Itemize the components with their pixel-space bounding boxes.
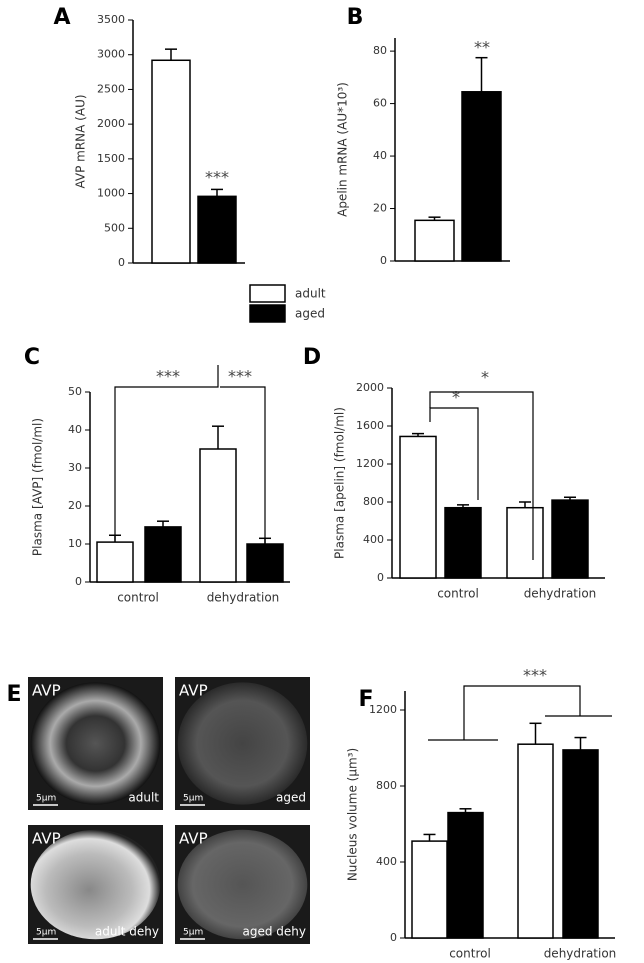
significance: **: [474, 38, 490, 57]
bar: [461, 91, 502, 262]
bar: [151, 59, 191, 264]
y-tick-label: 60: [373, 97, 387, 110]
bar: [517, 743, 554, 939]
panel-letter: B: [347, 5, 364, 30]
legend-swatch: [249, 304, 286, 323]
x-tick-label: control: [437, 587, 479, 601]
y-tick-label: 2000: [356, 381, 384, 394]
stain-label: AVP: [179, 682, 208, 700]
scale-label: 5µm: [36, 928, 56, 938]
stain-label: AVP: [179, 830, 208, 848]
y-tick-label: 800: [376, 779, 397, 792]
x-tick-label: dehydration: [544, 947, 617, 961]
micrograph-cell: [30, 829, 161, 940]
bar: [144, 526, 182, 583]
y-tick-label: 3500: [97, 13, 125, 26]
y-tick-label: 1000: [97, 187, 125, 200]
bar: [199, 448, 237, 583]
y-tick-label: 1600: [356, 419, 384, 432]
scale-label: 5µm: [183, 928, 203, 938]
legend-label: aged: [295, 307, 325, 321]
y-tick-label: 0: [75, 575, 82, 588]
bar: [399, 435, 437, 579]
y-tick-label: 0: [380, 254, 387, 267]
x-tick-label: dehydration: [524, 587, 597, 601]
image-label: aged dehy: [243, 925, 307, 939]
bar: [414, 219, 455, 262]
micrograph-cell: [177, 682, 308, 805]
x-tick-label: dehydration: [207, 591, 280, 605]
panel-letter: E: [6, 682, 21, 707]
y-axis-label: Apelin mRNA (AU*10³): [336, 82, 350, 217]
y-tick-label: 2000: [97, 117, 125, 130]
image-label: aged: [276, 791, 306, 805]
y-tick-label: 400: [363, 533, 384, 546]
stain-label: AVP: [32, 830, 61, 848]
stain-label: AVP: [32, 682, 61, 700]
y-tick-label: 400: [376, 855, 397, 868]
significance: ***: [205, 168, 229, 187]
y-tick-label: 1200: [369, 703, 397, 716]
panel-letter: D: [303, 345, 321, 370]
y-tick-label: 20: [373, 202, 387, 215]
y-tick-label: 0: [390, 931, 397, 944]
y-tick-label: 30: [68, 461, 82, 474]
bar: [444, 506, 482, 579]
y-axis-label: AVP mRNA (AU): [74, 94, 88, 188]
y-tick-label: 40: [373, 149, 387, 162]
significance: ***: [228, 367, 252, 386]
y-tick-label: 3000: [97, 48, 125, 61]
y-tick-label: 800: [363, 495, 384, 508]
micrograph-cell: [30, 682, 161, 805]
y-tick-label: 40: [68, 423, 82, 436]
bracket: [429, 407, 479, 500]
y-axis-label: Plasma [AVP] (fmol/ml): [31, 418, 45, 556]
y-tick-label: 20: [68, 499, 82, 512]
bracket: [220, 386, 266, 565]
significance: *: [452, 388, 460, 407]
bar: [447, 811, 484, 939]
x-tick-label: control: [449, 947, 491, 961]
bar: [96, 541, 134, 583]
y-axis-label: Plasma [apelin] (fmol/ml): [333, 407, 347, 559]
y-tick-label: 50: [68, 385, 82, 398]
significance: *: [481, 368, 489, 387]
panel-letter: F: [358, 687, 373, 712]
panel-letter: A: [53, 5, 70, 30]
y-tick-label: 1200: [356, 457, 384, 470]
y-tick-label: 0: [377, 571, 384, 584]
scale-label: 5µm: [183, 794, 203, 804]
image-label: adult: [128, 791, 159, 805]
legend-swatch: [249, 284, 286, 303]
significance: ***: [523, 666, 547, 685]
y-tick-label: 0: [118, 256, 125, 269]
bar: [411, 840, 448, 939]
significance: ***: [156, 367, 180, 386]
panel-letter: C: [24, 345, 40, 370]
bar: [562, 749, 599, 939]
bracket: [429, 391, 534, 560]
y-tick-label: 2500: [97, 82, 125, 95]
y-tick-label: 80: [373, 44, 387, 57]
y-axis-label: Nucleus volume (µm³): [346, 748, 360, 881]
y-tick-label: 500: [104, 221, 125, 234]
legend-label: adult: [295, 287, 326, 301]
bar: [551, 499, 589, 579]
bracket: [463, 685, 581, 740]
x-tick-label: control: [117, 591, 159, 605]
y-tick-label: 10: [68, 537, 82, 550]
image-label: adult dehy: [95, 925, 159, 939]
bar: [506, 506, 544, 579]
bar: [197, 195, 237, 264]
bracket: [114, 365, 219, 540]
micrograph-cell: [177, 829, 308, 940]
y-tick-label: 1500: [97, 152, 125, 165]
scale-label: 5µm: [36, 794, 56, 804]
